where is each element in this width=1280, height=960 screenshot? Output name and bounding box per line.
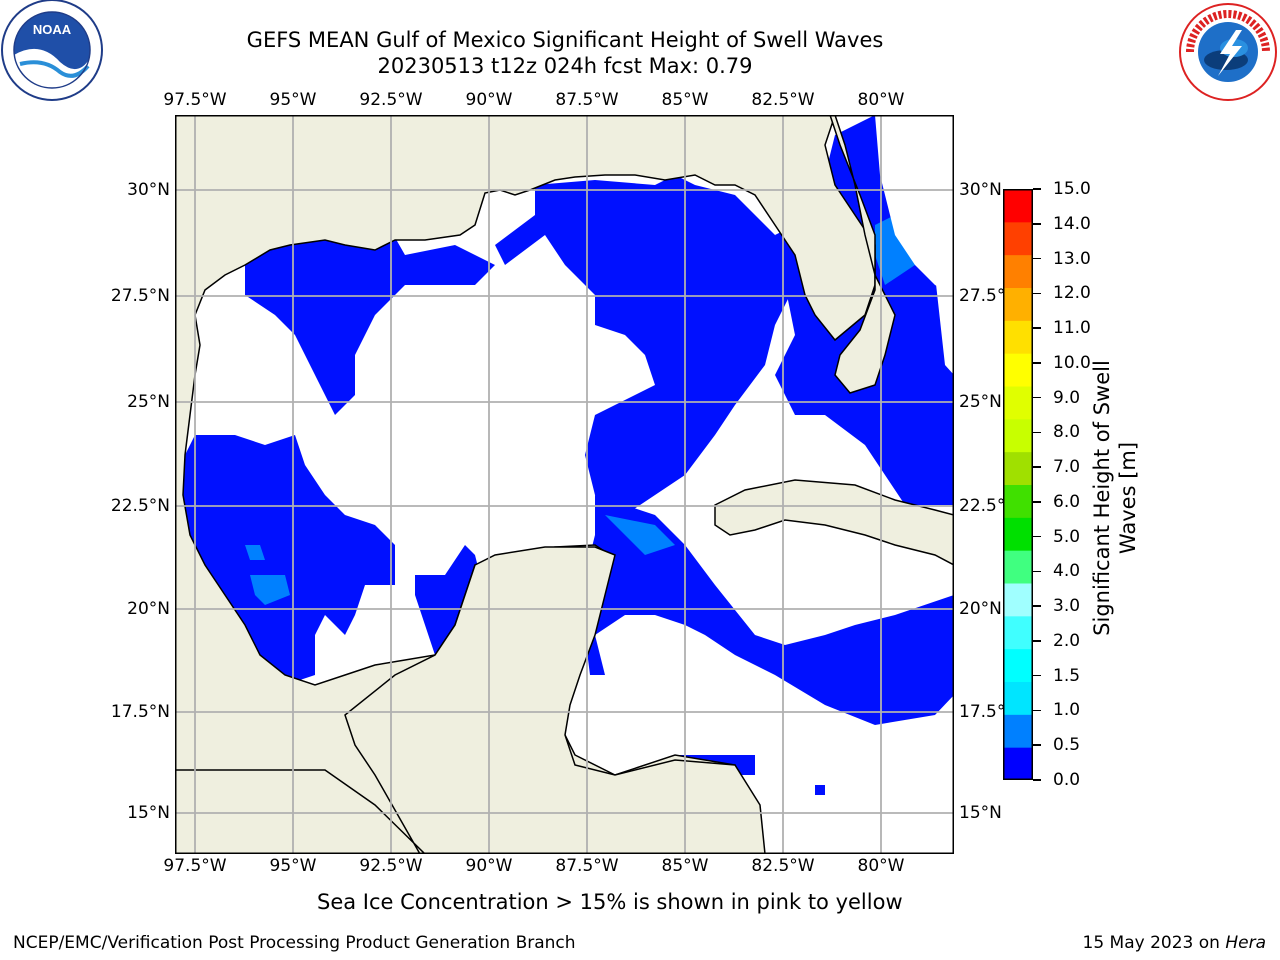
lon-label-top: 85°W	[661, 90, 709, 110]
colorbar-tick-label: 0.5	[1053, 735, 1081, 756]
colorbar-segment	[1003, 747, 1033, 781]
lon-label-top: 92.5°W	[359, 90, 423, 110]
sea-ice-caption: Sea Ice Concentration > 15% is shown in …	[317, 890, 903, 914]
cuba-land	[714, 479, 955, 567]
colorbar-tick-mark	[1033, 362, 1041, 364]
lat-label-left: 15°N	[127, 803, 170, 823]
nws-logo	[1176, 0, 1280, 104]
colorbar-tick-label: 7.0	[1053, 457, 1081, 478]
lon-label-top: 95°W	[269, 90, 317, 110]
lon-label-top: 97.5°W	[163, 90, 227, 110]
colorbar-tick-mark	[1033, 327, 1041, 329]
lat-label-left: 27.5°N	[110, 286, 170, 306]
lat-label-right: 15°N	[959, 803, 1002, 823]
lon-label-bottom: 82.5°W	[751, 856, 815, 876]
colorbar-segment	[1003, 189, 1033, 223]
colorbar-segment	[1003, 648, 1033, 682]
colorbar-tick-mark	[1033, 257, 1041, 260]
colorbar-tick-label: 1.5	[1053, 665, 1081, 686]
colorbar-tick-mark	[1033, 292, 1041, 295]
lat-label-left: 17.5°N	[110, 702, 170, 722]
colorbar-segment	[1003, 254, 1033, 288]
colorbar-tick-mark	[1033, 501, 1041, 503]
colorbar-tick-label: 12.0	[1053, 283, 1091, 304]
colorbar-tick-label: 9.0	[1053, 387, 1081, 408]
colorbar-tick-label: 15.0	[1053, 179, 1091, 199]
colorbar-tick-label: 13.0	[1053, 248, 1091, 269]
florida-land	[828, 114, 896, 394]
colorbar-tick-mark	[1033, 396, 1041, 399]
colorbar-segment	[1003, 681, 1033, 715]
lon-label-bottom: 92.5°W	[359, 856, 423, 876]
lon-label-bottom: 80°W	[857, 856, 905, 876]
lat-label-right: 20°N	[959, 599, 1002, 619]
lon-label-top: 90°W	[465, 90, 513, 110]
colorbar-tick-mark	[1033, 188, 1041, 190]
lat-label-right: 30°N	[959, 180, 1002, 200]
colorbar-segment	[1003, 714, 1033, 748]
colorbar-segment	[1003, 451, 1033, 485]
colorbar-tick-mark	[1033, 744, 1041, 746]
lat-label-left: 30°N	[127, 180, 170, 200]
colorbar-tick-label: 2.0	[1053, 630, 1081, 651]
colorbar-segment	[1003, 583, 1033, 617]
colorbar-segment	[1003, 550, 1033, 584]
colorbar-label: Significant Height of Swell Waves [m]	[1090, 360, 1140, 636]
colorbar-tick-mark	[1033, 570, 1041, 573]
colorbar-segment	[1003, 418, 1033, 453]
lat-label-left: 20°N	[127, 599, 170, 619]
footer-date: 15 May 2023 on Hera	[1083, 933, 1267, 953]
gulf-map	[174, 114, 955, 855]
lat-label-left: 25°N	[127, 392, 170, 412]
lat-label-left: 22.5°N	[110, 496, 170, 516]
colorbar-segment	[1003, 484, 1033, 518]
colorbar-tick-label: 8.0	[1053, 422, 1081, 443]
lon-label-bottom: 97.5°W	[163, 856, 227, 876]
colorbar-tick-label: 3.0	[1053, 596, 1081, 617]
colorbar-segment	[1003, 386, 1033, 420]
footer-date-text: 15 May 2023 on	[1082, 933, 1226, 953]
colorbar-tick-label: 10.0	[1053, 352, 1091, 373]
colorbar-segment	[1003, 517, 1033, 551]
colorbar-segment	[1003, 221, 1033, 256]
colorbar-segment	[1003, 615, 1033, 650]
colorbar-tick-mark	[1033, 674, 1041, 677]
colorbar-segment	[1003, 353, 1033, 387]
chart-title: GEFS MEAN Gulf of Mexico Significant Hei…	[246, 28, 884, 52]
colorbar-tick-mark	[1033, 709, 1041, 712]
lon-label-top: 80°W	[857, 90, 905, 110]
footer-branch: NCEP/EMC/Verification Post Processing Pr…	[13, 933, 576, 953]
footer-machine: Hera	[1225, 933, 1266, 953]
gridlines	[175, 115, 954, 854]
colorbar	[1003, 189, 1033, 781]
colorbar-tick-label: 4.0	[1053, 561, 1081, 582]
colorbar-segment	[1003, 320, 1033, 354]
lon-label-bottom: 95°W	[269, 856, 317, 876]
lat-label-right: 25°N	[959, 392, 1002, 412]
colorbar-tick-label: 11.0	[1053, 318, 1091, 339]
colorbar-tick-mark	[1033, 605, 1041, 607]
colorbar-tick-mark	[1033, 223, 1041, 225]
colorbar-tick-mark	[1033, 535, 1041, 538]
lon-label-bottom: 90°W	[465, 856, 513, 876]
colorbar-tick-mark	[1033, 431, 1041, 434]
chart-subtitle: 20230513 t12z 024h fcst Max: 0.79	[377, 54, 753, 78]
colorbar-tick-mark	[1033, 779, 1041, 781]
colorbar-tick-mark	[1033, 640, 1041, 642]
colorbar-tick-label: 1.0	[1053, 700, 1081, 721]
lon-label-top: 82.5°W	[751, 90, 815, 110]
colorbar-tick-label: 6.0	[1053, 491, 1081, 512]
lon-label-top: 87.5°W	[555, 90, 619, 110]
colorbar-tick-label: 5.0	[1053, 526, 1081, 547]
colorbar-segment	[1003, 287, 1033, 321]
noaa-logo: NOAA	[0, 0, 104, 104]
lon-label-bottom: 87.5°W	[555, 856, 619, 876]
colorbar-tick-label: 14.0	[1053, 213, 1091, 234]
lon-label-bottom: 85°W	[661, 856, 709, 876]
colorbar-tick-mark	[1033, 466, 1041, 468]
colorbar-tick-label: 0.0	[1053, 770, 1081, 790]
noaa-logo-text: NOAA	[33, 22, 72, 37]
